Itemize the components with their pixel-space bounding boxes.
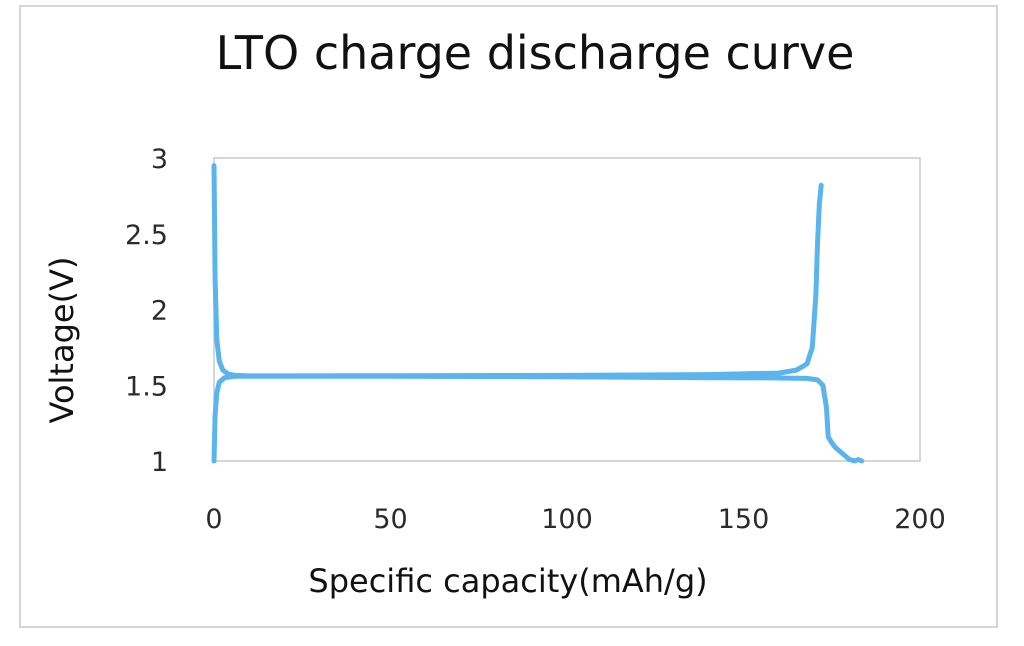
y-tick-label: 1	[151, 447, 168, 478]
y-tick-label: 2.5	[125, 220, 168, 251]
y-tick-labels: 1 1.5 2 2.5 3	[125, 144, 168, 478]
y-tick-label: 1.5	[125, 371, 168, 402]
x-tick-label: 200	[894, 504, 946, 535]
x-tick-label: 100	[541, 504, 593, 535]
x-axis-title: Specific capacity(mAh/g)	[308, 562, 707, 600]
chart-frame	[19, 5, 998, 628]
y-axis-title: Voltage(V)	[43, 257, 81, 424]
x-tick-label: 0	[205, 504, 222, 535]
series-line-2	[211, 373, 865, 464]
chart-title: LTO charge discharge curve	[215, 26, 855, 80]
series-layer	[211, 163, 865, 464]
y-tick-label: 2	[151, 296, 168, 327]
x-tick-label: 50	[373, 504, 407, 535]
y-tick-label: 3	[151, 144, 168, 175]
x-tick-labels: 0 50 100 150 200	[205, 504, 945, 535]
series-line-1	[211, 163, 824, 379]
x-tick-label: 150	[718, 504, 770, 535]
